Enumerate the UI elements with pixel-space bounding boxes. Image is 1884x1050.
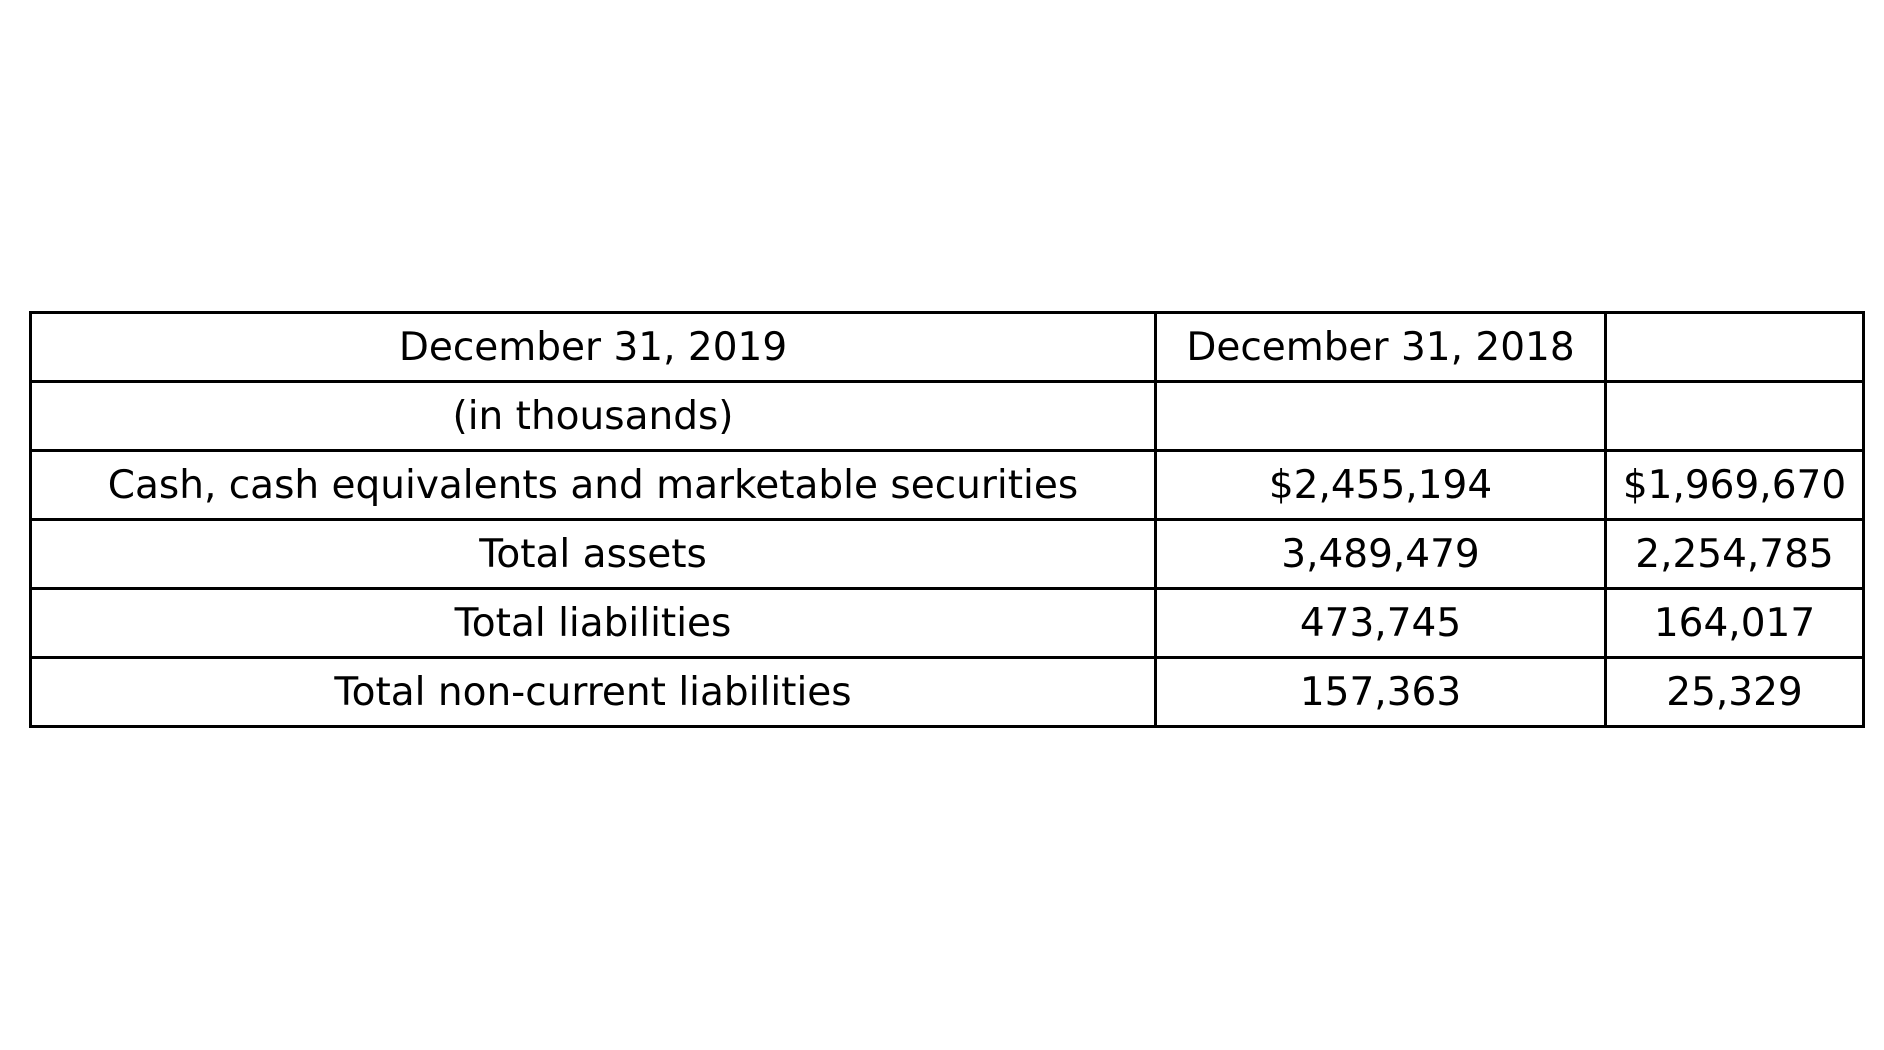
table-cell: 473,745 xyxy=(1154,587,1607,659)
table-cell: Total assets xyxy=(29,518,1157,590)
table-row: Total assets 3,489,479 2,254,785 xyxy=(29,518,1865,590)
table-cell: Total liabilities xyxy=(29,587,1157,659)
table-cell: 3,489,479 xyxy=(1154,518,1607,590)
table-cell: 2,254,785 xyxy=(1604,518,1865,590)
table-cell: Cash, cash equivalents and marketable se… xyxy=(29,449,1157,521)
table-cell xyxy=(1604,311,1865,383)
table-cell: Total non-current liabilities xyxy=(29,656,1157,728)
table-cell: (in thousands) xyxy=(29,380,1157,452)
table-cell: 164,017 xyxy=(1604,587,1865,659)
table-cell: $1,969,670 xyxy=(1604,449,1865,521)
table-row: Total liabilities 473,745 164,017 xyxy=(29,587,1865,659)
table-cell xyxy=(1154,380,1607,452)
table-cell: $2,455,194 xyxy=(1154,449,1607,521)
table-row: (in thousands) xyxy=(29,380,1865,452)
table-cell: December 31, 2018 xyxy=(1154,311,1607,383)
table-row: Cash, cash equivalents and marketable se… xyxy=(29,449,1865,521)
table-cell: December 31, 2019 xyxy=(29,311,1157,383)
table-row: Total non-current liabilities 157,363 25… xyxy=(29,656,1865,728)
table-cell: 157,363 xyxy=(1154,656,1607,728)
table-cell: 25,329 xyxy=(1604,656,1865,728)
table-cell xyxy=(1604,380,1865,452)
financial-table: December 31, 2019 December 31, 2018 (in … xyxy=(29,311,1865,728)
table-row: December 31, 2019 December 31, 2018 xyxy=(29,311,1865,383)
